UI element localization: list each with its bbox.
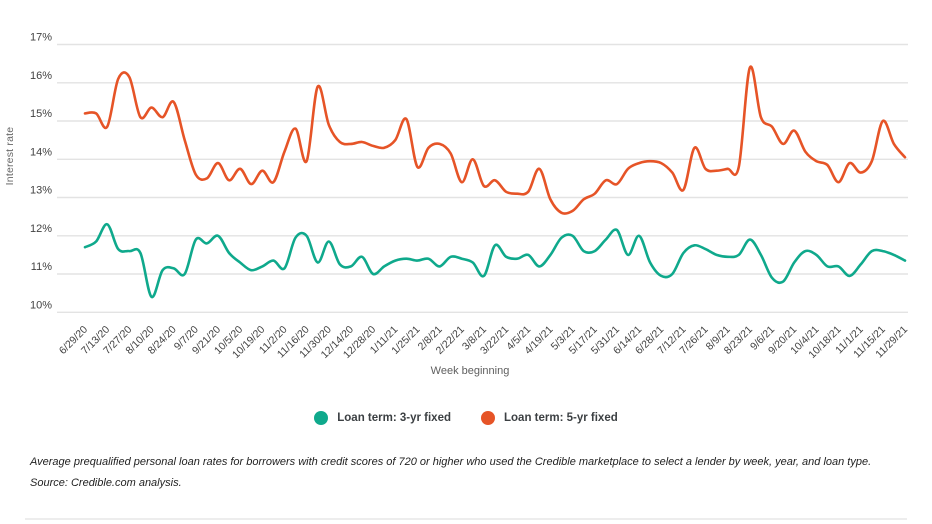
bottom-divider <box>25 518 907 520</box>
chart-caption: Average prequalified personal loan rates… <box>30 456 872 490</box>
x-axis-title: Week beginning <box>430 365 510 377</box>
y-tick-label-11: 11% <box>31 261 52 273</box>
legend-dot-3yr-icon <box>314 411 329 425</box>
y-tick-label-17: 17% <box>30 32 52 44</box>
legend: Loan term: 3-yr fixed Loan term: 5-yr fi… <box>0 411 932 425</box>
y-tick-label-10: 10% <box>30 299 52 311</box>
legend-label-3yr: Loan term: 3-yr fixed <box>337 412 451 424</box>
series-line-3yr-fixed <box>83 223 907 299</box>
y-tick-label-15: 15% <box>30 108 52 120</box>
legend-item-5yr: Loan term: 5-yr fixed <box>481 411 618 425</box>
y-tick-label-12: 12% <box>30 223 52 235</box>
rate-chart-svg: 17%16%15%14%13%12%11%10%6/29/207/13/207/… <box>30 32 910 362</box>
legend-dot-5yr-icon <box>481 411 495 425</box>
legend-label-5yr: Loan term: 5-yr fixed <box>504 412 618 424</box>
y-tick-label-14: 14% <box>30 146 52 158</box>
y-tick-label-13: 13% <box>30 185 52 197</box>
y-axis-title: Interest rate <box>4 126 16 186</box>
y-tick-label-16: 16% <box>30 70 52 82</box>
legend-item-3yr: Loan term: 3-yr fixed <box>314 411 451 425</box>
series-line-5yr-fixed <box>83 65 907 215</box>
